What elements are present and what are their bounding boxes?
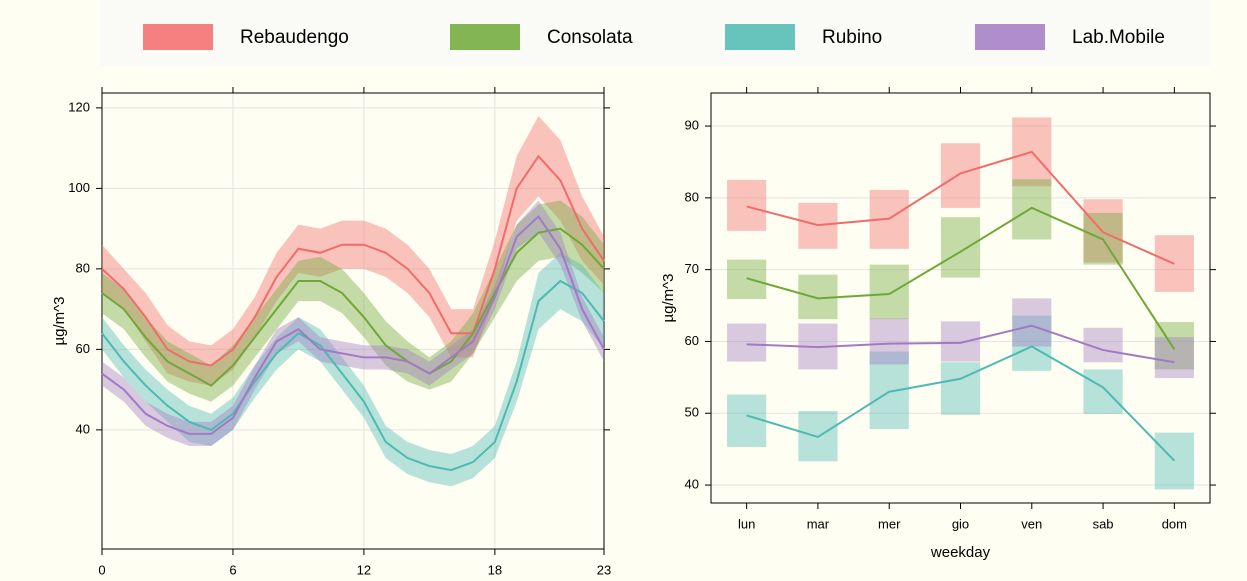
x-tick-label: 0 — [98, 562, 105, 577]
y-axis-label: µg/m^3 — [51, 296, 68, 345]
interval-box — [940, 143, 981, 208]
interval-box — [727, 179, 767, 231]
interval-box — [940, 321, 981, 362]
y-tick-label: 120 — [68, 99, 90, 114]
interval-box — [727, 323, 767, 362]
series-line — [746, 345, 1176, 462]
x-tick-label: ven — [1021, 516, 1042, 531]
legend-label: Lab.Mobile — [1072, 27, 1165, 48]
interval-box — [869, 264, 909, 320]
interval-box — [1154, 337, 1194, 379]
y-tick-label: 40 — [76, 421, 90, 436]
x-tick-label: 12 — [357, 562, 371, 577]
x-tick-label: sab — [1093, 516, 1114, 531]
interval-box — [1012, 298, 1052, 347]
y-tick-label: 70 — [685, 261, 699, 276]
legend-label: Rebaudengo — [240, 27, 349, 48]
series-line — [101, 215, 605, 435]
legend-swatch — [975, 24, 1045, 50]
x-tick-label: 23 — [597, 562, 611, 577]
y-tick-label: 100 — [68, 180, 90, 195]
legend-label: Rubino — [822, 27, 882, 48]
interval-box — [940, 362, 981, 415]
interval-box — [727, 394, 767, 447]
x-tick-label: mer — [878, 516, 901, 531]
x-tick-label: 6 — [229, 562, 236, 577]
interval-box — [1012, 179, 1052, 240]
y-tick-label: 60 — [76, 341, 90, 356]
plot-frame — [710, 92, 1211, 504]
ribbon — [102, 252, 604, 487]
ribbon — [102, 200, 604, 402]
interval-box — [1083, 369, 1123, 414]
interval-box — [1154, 432, 1194, 490]
legend-swatch — [725, 24, 795, 50]
legend-swatch — [450, 24, 520, 50]
x-tick-label: mar — [807, 516, 830, 531]
x-tick-label: lun — [738, 516, 755, 531]
series-line — [101, 279, 605, 472]
series-line — [746, 150, 1175, 265]
x-tick-label: gio — [952, 516, 969, 531]
legend-swatch — [143, 24, 213, 50]
series-line — [746, 324, 1175, 364]
y-tick-label: 50 — [685, 405, 699, 420]
interval-box — [940, 217, 981, 278]
y-axis-label: µg/m^3 — [660, 273, 677, 322]
series-line — [101, 227, 605, 387]
interval-box — [727, 259, 767, 300]
x-axis-label: weekday — [930, 544, 991, 561]
series-line — [746, 206, 1176, 350]
y-tick-label: 90 — [685, 117, 699, 132]
y-tick-label: 80 — [76, 260, 90, 275]
y-tick-label: 60 — [685, 333, 699, 348]
y-tick-label: 80 — [685, 189, 699, 204]
interval-box — [869, 318, 909, 365]
x-tick-label: dom — [1162, 516, 1187, 531]
ribbon — [102, 200, 604, 446]
legend-label: Consolata — [547, 27, 633, 48]
y-tick-label: 40 — [685, 476, 699, 491]
series-line — [101, 154, 605, 367]
x-tick-label: 18 — [488, 562, 502, 577]
